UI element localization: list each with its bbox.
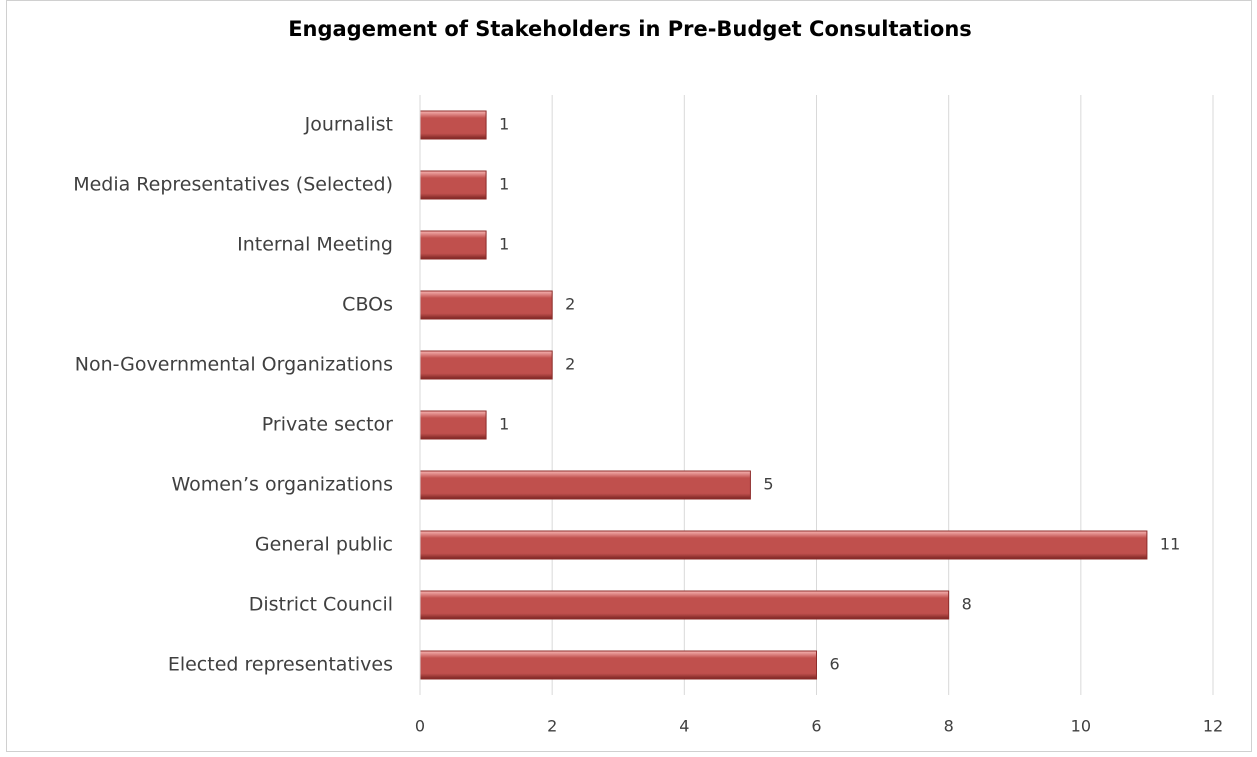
bar <box>419 590 950 620</box>
x-tick-label: 0 <box>415 717 425 736</box>
value-label: 1 <box>499 235 509 254</box>
value-label: 8 <box>962 595 972 614</box>
x-tick-label: 4 <box>679 717 689 736</box>
x-tick-label: 6 <box>811 717 821 736</box>
value-label: 2 <box>565 355 575 374</box>
y-tick-label: Journalist <box>304 114 393 136</box>
bar <box>419 650 817 680</box>
value-label: 11 <box>1160 535 1180 554</box>
y-tick-label: General public <box>255 534 393 556</box>
y-tick-label: CBOs <box>342 294 393 316</box>
chart-title: Engagement of Stakeholders in Pre-Budget… <box>288 17 972 41</box>
chart-frame <box>6 0 1252 752</box>
bar <box>419 410 487 440</box>
y-tick-label: Non-Governmental Organizations <box>75 354 393 376</box>
y-tick-label: Media Representatives (Selected) <box>73 174 393 196</box>
value-label: 5 <box>763 475 773 494</box>
x-tick-label: 2 <box>547 717 557 736</box>
value-label: 1 <box>499 115 509 134</box>
y-tick-label: District Council <box>249 594 393 616</box>
value-label: 1 <box>499 415 509 434</box>
bar <box>419 230 487 260</box>
bar <box>419 470 751 500</box>
bar <box>419 110 487 140</box>
x-tick-label: 10 <box>1071 717 1091 736</box>
value-label: 6 <box>830 655 840 674</box>
y-tick-label: Elected representatives <box>168 654 393 676</box>
y-tick-label: Internal Meeting <box>237 234 393 256</box>
bar <box>419 170 487 200</box>
bar <box>419 290 553 320</box>
value-label: 2 <box>565 295 575 314</box>
x-tick-label: 12 <box>1203 717 1223 736</box>
bar <box>419 350 553 380</box>
y-tick-label: Private sector <box>262 414 393 436</box>
y-tick-label: Women’s organizations <box>171 474 393 496</box>
x-tick-label: 8 <box>944 717 954 736</box>
bar <box>419 530 1148 560</box>
value-label: 1 <box>499 175 509 194</box>
